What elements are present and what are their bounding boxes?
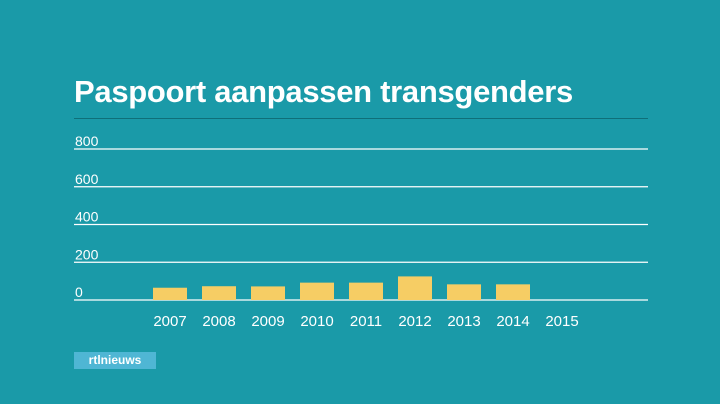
y-tick-label-200: 200 bbox=[75, 246, 99, 262]
x-tick-label-2015: 2015 bbox=[545, 313, 578, 330]
x-tick-label-2007: 2007 bbox=[153, 313, 186, 330]
y-tick-label-600: 600 bbox=[75, 171, 99, 187]
rtl-nieuws-logo: rtlnieuws bbox=[74, 352, 156, 369]
bar-2012 bbox=[398, 276, 432, 300]
y-tick-label-0: 0 bbox=[75, 284, 83, 300]
x-tick-label-2012: 2012 bbox=[398, 313, 431, 330]
x-tick-label-2014: 2014 bbox=[496, 313, 529, 330]
x-tick-label-2008: 2008 bbox=[202, 313, 235, 330]
bar-2011 bbox=[349, 282, 383, 300]
y-tick-label-400: 400 bbox=[75, 209, 99, 225]
bar-2013 bbox=[447, 284, 481, 300]
x-tick-label-2009: 2009 bbox=[251, 313, 284, 330]
title-divider bbox=[74, 118, 648, 119]
y-tick-label-800: 800 bbox=[75, 133, 99, 149]
x-tick-label-2011: 2011 bbox=[350, 313, 382, 330]
bar-2014 bbox=[496, 284, 530, 300]
x-tick-label-2013: 2013 bbox=[447, 313, 480, 330]
chart-title: Paspoort aanpassen transgenders bbox=[74, 74, 573, 109]
bar-2010 bbox=[300, 282, 334, 300]
bar-2008 bbox=[202, 286, 236, 300]
bar-2009 bbox=[251, 286, 285, 300]
bar-2007 bbox=[153, 287, 187, 300]
x-tick-label-2010: 2010 bbox=[300, 313, 333, 330]
